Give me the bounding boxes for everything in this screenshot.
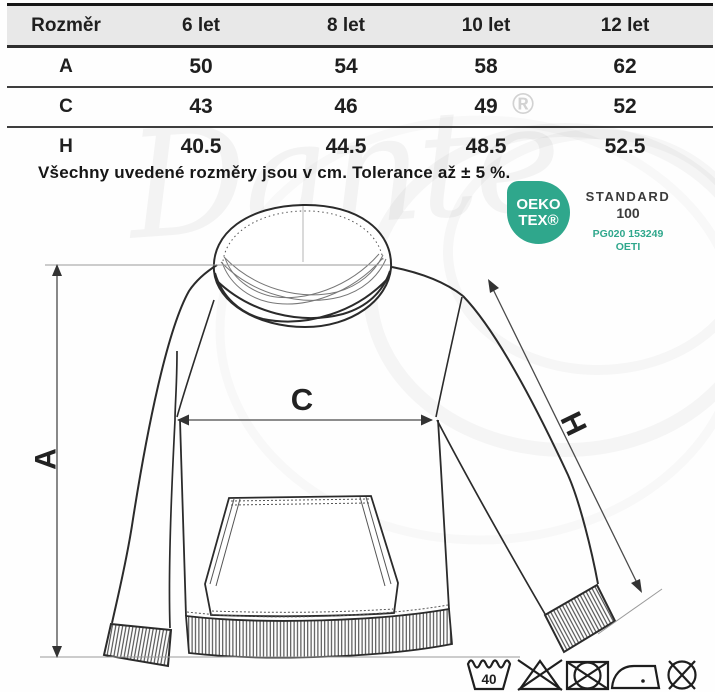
header-size-12: 12 let <box>600 14 650 36</box>
size-table-header-row: Rozměr 6 let 8 let 10 let 12 let <box>7 3 713 48</box>
cell-a-8: 54 <box>334 55 358 78</box>
header-size-10: 10 let <box>461 14 511 36</box>
cell-h-12: 52.5 <box>604 135 646 158</box>
oeko-standard-label: STANDARD <box>585 189 671 204</box>
cell-a-10: 58 <box>474 55 498 78</box>
cell-h-10: 48.5 <box>465 135 507 158</box>
row-label-a: A <box>59 56 73 77</box>
header-size-6: 6 let <box>181 14 221 36</box>
oeko-logo-line1: OEKO <box>516 195 561 213</box>
header-size-8: 8 let <box>326 14 366 36</box>
cell-c-6: 43 <box>189 95 213 118</box>
oeko-tex-certification: OEKO TEX® STANDARD 100 PG020 153249 OETI <box>507 181 680 253</box>
cell-h-6: 40.5 <box>180 135 222 158</box>
size-table: Rozměr 6 let 8 let 10 let 12 let A 50 54… <box>7 3 713 166</box>
table-row-a: A 50 54 58 62 <box>7 48 713 88</box>
cell-c-12: 52 <box>613 95 637 118</box>
tolerance-note: Všechny uvedené rozměry jsou v cm. Toler… <box>38 163 511 182</box>
registered-mark-watermark: ® <box>512 88 535 121</box>
cell-c-10: 49 <box>474 95 498 118</box>
table-row-c: C 43 46 49 52 <box>7 88 713 128</box>
oeko-standard-number: 100 <box>616 205 640 221</box>
oeko-institute: OETI <box>615 241 641 253</box>
oeko-cert-number: PG020 153249 <box>592 228 664 240</box>
table-row-h: H 40.5 44.5 48.5 52.5 <box>7 128 713 166</box>
cell-c-8: 46 <box>334 95 358 118</box>
oeko-logo-line2: TEX® <box>518 211 559 229</box>
cell-a-6: 50 <box>189 55 213 78</box>
oeko-tex-logo-icon: OEKO TEX® <box>507 181 570 244</box>
oeko-tex-text-block: STANDARD 100 PG020 153249 OETI <box>576 181 680 253</box>
row-label-h: H <box>59 136 73 157</box>
header-dimension: Rozměr <box>31 14 101 36</box>
cell-h-8: 44.5 <box>325 135 367 158</box>
cell-a-12: 62 <box>613 55 637 78</box>
row-label-c: C <box>59 96 73 117</box>
